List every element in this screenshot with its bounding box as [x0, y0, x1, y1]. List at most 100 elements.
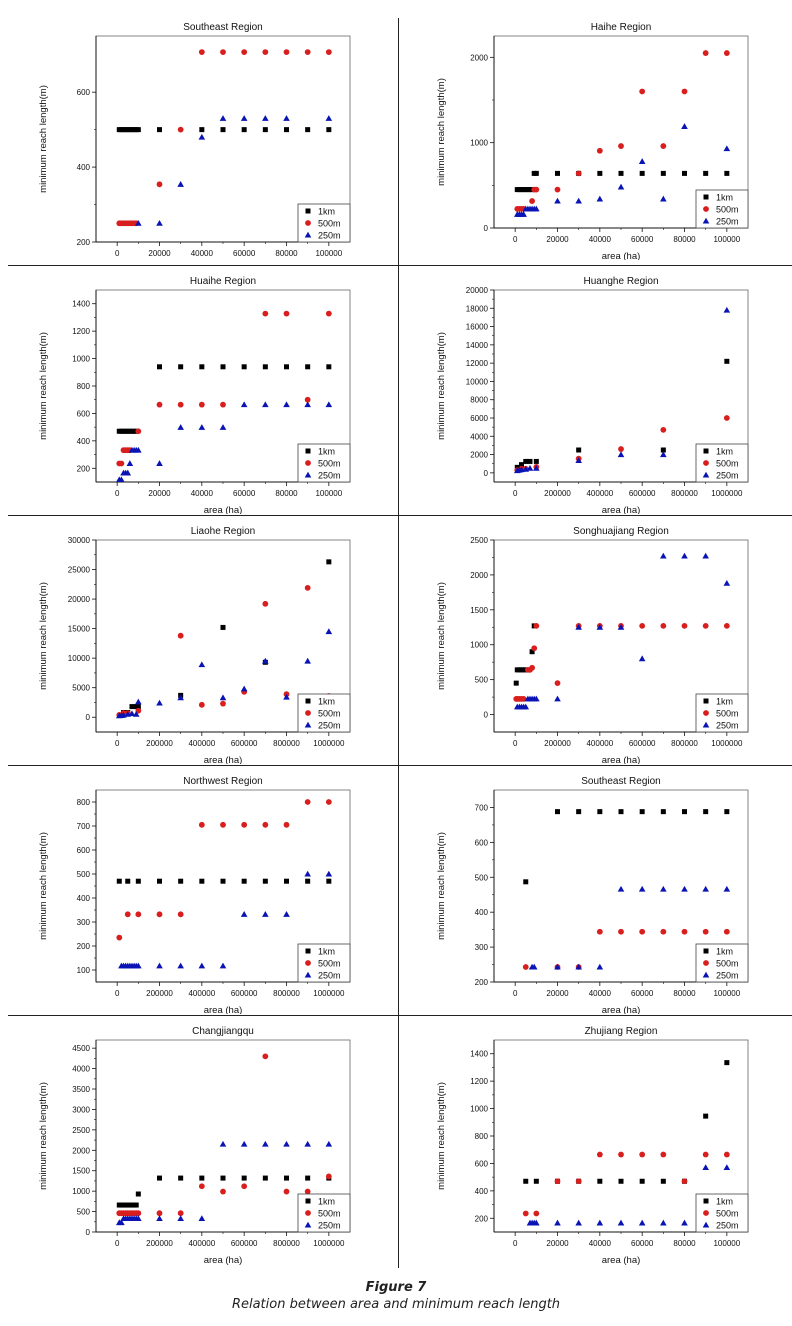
data-point-250m	[135, 1215, 142, 1222]
chart-title: Songhuajiang Region	[573, 526, 669, 537]
panel-divider-vertical	[398, 18, 399, 1268]
x-tick-label: 400000	[188, 739, 215, 748]
data-point-1km	[262, 127, 268, 133]
data-point-250m	[283, 693, 290, 700]
data-point-500m	[554, 680, 561, 687]
data-point-250m	[660, 552, 667, 559]
data-point-500m	[198, 821, 205, 828]
series-500m	[116, 799, 332, 941]
data-point-500m	[618, 446, 624, 452]
y-tick-label: 0	[484, 469, 489, 478]
scatter-chart: Southeast Region 0 20000 40000 60000 80000 100…	[38, 22, 351, 258]
data-point-1km	[682, 170, 687, 176]
series-500m	[514, 50, 730, 212]
data-point-1km	[326, 878, 332, 884]
y-tick-label: 12000	[466, 359, 489, 368]
data-point-500m	[220, 49, 226, 56]
data-point-250m	[198, 661, 206, 668]
x-axis-label: area (ha)	[602, 1255, 641, 1266]
y-tick-label: 14000	[466, 341, 489, 350]
data-point-500m	[618, 928, 624, 935]
data-point-1km	[220, 624, 226, 630]
data-point-250m	[304, 1140, 311, 1147]
series-250m	[118, 870, 333, 969]
legend-marker-1km	[703, 698, 709, 704]
chart-panel: Southeast Region 0 20000 40000 60000 80000 100…	[0, 12, 396, 260]
data-point-250m	[156, 699, 163, 706]
legend-label: 250m	[716, 217, 739, 227]
data-point-250m	[702, 885, 709, 892]
data-point-1km	[555, 809, 560, 815]
data-point-250m	[198, 133, 206, 140]
data-point-1km	[618, 809, 624, 815]
y-tick-label: 10000	[68, 654, 91, 663]
data-point-500m	[325, 49, 332, 56]
x-tick-label: 600000	[231, 989, 258, 998]
chart-panel: Huaihe Region 0 20000 40000 60000 80000 100000…	[0, 266, 396, 514]
y-tick-label: 300	[475, 943, 489, 952]
y-tick-label: 1200	[72, 327, 90, 336]
legend-label: 1km	[318, 1197, 335, 1207]
data-point-500m	[198, 401, 205, 408]
series-250m	[513, 552, 731, 710]
y-tick-label: 200	[77, 942, 91, 951]
data-point-1km	[284, 364, 289, 370]
data-point-250m	[262, 401, 269, 408]
data-point-500m	[241, 1183, 248, 1190]
data-point-250m	[723, 885, 731, 892]
data-point-500m	[283, 821, 290, 828]
data-point-500m	[241, 49, 248, 56]
data-point-1km	[597, 170, 603, 176]
data-point-250m	[283, 115, 290, 121]
data-point-500m	[575, 170, 582, 177]
chart-panel: Southeast Region 0 20000 40000 60000 80000 100…	[398, 766, 792, 1014]
x-tick-label: 400000	[188, 1239, 215, 1248]
data-point-500m	[681, 1178, 688, 1185]
data-point-250m	[617, 183, 625, 190]
data-point-1km	[199, 364, 205, 370]
data-points	[115, 1053, 333, 1226]
data-point-250m	[660, 451, 667, 458]
data-point-500m	[135, 911, 142, 918]
data-point-500m	[304, 1188, 311, 1195]
y-tick-label: 2000	[470, 451, 488, 460]
y-tick-label: 400	[77, 894, 91, 903]
data-point-250m	[240, 1140, 248, 1147]
data-point-500m	[304, 584, 311, 591]
data-point-250m	[533, 464, 540, 471]
data-point-500m	[702, 1151, 709, 1158]
data-point-250m	[325, 401, 333, 408]
panel-divider-row-4	[8, 1015, 792, 1016]
legend-marker-250m	[304, 721, 312, 728]
legend-marker-500m	[305, 460, 311, 466]
x-tick-label: 80000	[673, 989, 696, 998]
data-point-500m	[177, 1210, 184, 1217]
y-tick-label: 2000	[470, 571, 488, 580]
x-tick-label: 60000	[233, 249, 256, 258]
y-axis-label: minimum reach length(m)	[38, 85, 49, 193]
data-point-250m	[177, 694, 184, 701]
data-point-1km	[533, 170, 539, 176]
data-point-500m	[639, 622, 646, 629]
data-point-500m	[325, 310, 332, 317]
data-point-250m	[638, 885, 646, 892]
x-tick-label: 80000	[673, 1239, 696, 1248]
data-point-250m	[520, 211, 527, 217]
y-tick-label: 2500	[72, 1126, 90, 1135]
data-point-1km	[326, 364, 332, 370]
figure-caption-text: Relation between area and minimum reach …	[231, 1297, 561, 1312]
y-tick-label: 4000	[72, 1065, 90, 1074]
legend-label: 1km	[318, 447, 335, 457]
data-point-250m	[262, 911, 269, 917]
y-tick-label: 400	[77, 437, 91, 446]
data-point-250m	[262, 1140, 269, 1147]
data-point-250m	[156, 219, 163, 226]
data-point-500m	[533, 186, 540, 193]
data-point-250m	[526, 464, 534, 471]
legend-label: 500m	[318, 959, 341, 969]
data-point-1km	[135, 704, 141, 710]
data-point-1km	[135, 878, 141, 884]
data-point-250m	[325, 1140, 333, 1147]
data-point-1km	[129, 704, 135, 710]
